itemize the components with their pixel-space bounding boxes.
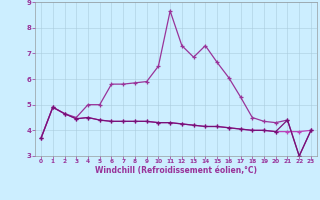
X-axis label: Windchill (Refroidissement éolien,°C): Windchill (Refroidissement éolien,°C) (95, 166, 257, 175)
